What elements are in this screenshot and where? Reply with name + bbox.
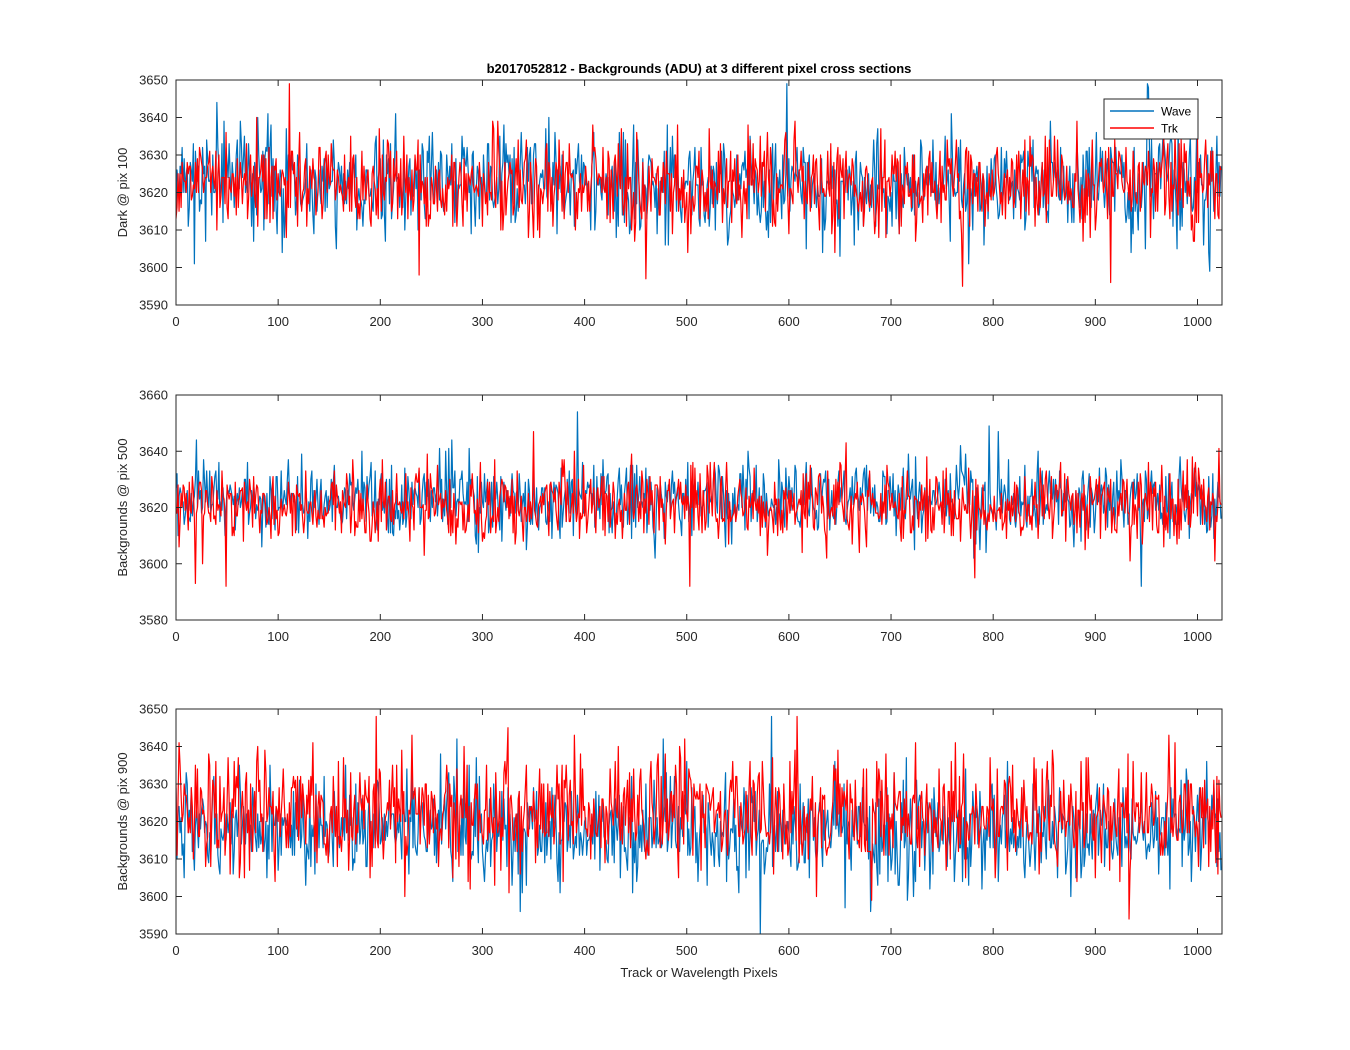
x-tick-label: 1000: [1183, 314, 1212, 329]
x-tick-label: 300: [472, 629, 494, 644]
y-tick-label: 3600: [139, 260, 168, 275]
series-line-trk: [176, 83, 1222, 287]
y-tick-label: 3610: [139, 223, 168, 238]
y-tick-label: 3630: [139, 777, 168, 792]
x-tick-label: 1000: [1183, 943, 1212, 958]
x-tick-label: 800: [982, 629, 1004, 644]
subplot-2: 0 100 200 300 400 500 600 700 800 900 1000 3580 3600…: [115, 388, 1223, 644]
y-tick-label: 3600: [139, 889, 168, 904]
x-tick-label: 900: [1084, 629, 1106, 644]
y-tick-label: 3640: [139, 444, 168, 459]
x-tick-label: 0: [172, 943, 179, 958]
x-tick-label: 0: [172, 314, 179, 329]
y-tick-label: 3650: [139, 702, 168, 717]
y-tick-label: 3660: [139, 388, 168, 403]
legend-label-wave: Wave: [1161, 105, 1192, 119]
x-tick-label: 500: [676, 629, 698, 644]
x-tick-label: 700: [880, 943, 902, 958]
figure-title: b2017052812 - Backgrounds (ADU) at 3 dif…: [487, 61, 912, 76]
x-tick-label: 100: [267, 629, 289, 644]
y-tick-label: 3580: [139, 613, 168, 628]
x-tick-label: 600: [778, 943, 800, 958]
x-tick-label: 500: [676, 943, 698, 958]
x-tick-label: 600: [778, 314, 800, 329]
y-tick-label: 3630: [139, 148, 168, 163]
x-tick-label: 200: [369, 314, 391, 329]
series-line-trk: [176, 430, 1222, 587]
x-tick-label: 400: [574, 314, 596, 329]
x-tick-label: 700: [880, 629, 902, 644]
series-line-wave: [176, 411, 1222, 587]
legend-box: [1103, 98, 1199, 140]
subplot-3: 0 100 200 300 400 500 600 700 800 900 1000 3590 3600…: [115, 702, 1223, 958]
y-tick-label: 3590: [139, 927, 168, 942]
y-tick-label: 3610: [139, 852, 168, 867]
x-tick-label: 800: [982, 943, 1004, 958]
x-tick-label: 600: [778, 629, 800, 644]
x-tick-label: 400: [574, 629, 596, 644]
x-tick-label: 200: [369, 629, 391, 644]
series-line-trk: [176, 715, 1222, 920]
y-axis-label: Backgrounds @ pix 500: [115, 438, 130, 576]
y-axis-label: Backgrounds @ pix 900: [115, 752, 130, 890]
y-tick-label: 3640: [139, 739, 168, 754]
legend: Wave Trk: [1103, 98, 1199, 140]
x-tick-label: 1000: [1183, 629, 1212, 644]
y-tick-label: 3620: [139, 814, 168, 829]
x-tick-label: 900: [1084, 943, 1106, 958]
y-tick-label: 3620: [139, 500, 168, 515]
x-tick-label: 100: [267, 943, 289, 958]
y-axis-label: Dark @ pix 100: [115, 148, 130, 238]
x-tick-label: 700: [880, 314, 902, 329]
x-tick-label: 400: [574, 943, 596, 958]
legend-label-trk: Trk: [1161, 122, 1179, 136]
series-group: [176, 411, 1222, 587]
x-tick-label: 200: [369, 943, 391, 958]
series-group: [176, 715, 1222, 934]
y-tick-label: 3640: [139, 110, 168, 125]
y-tick-label: 3620: [139, 185, 168, 200]
x-tick-label: 500: [676, 314, 698, 329]
y-tick-label: 3650: [139, 73, 168, 88]
x-axis-label: Track or Wavelength Pixels: [620, 965, 778, 980]
x-tick-label: 300: [472, 943, 494, 958]
y-tick-label: 3600: [139, 556, 168, 571]
subplots: 0 100 200 300 400 500 600 700 800 900 100035903600…: [115, 73, 1223, 958]
x-tick-label: 800: [982, 314, 1004, 329]
x-tick-label: 100: [267, 314, 289, 329]
subplot-1: 0 100 200 300 400 500 600 700 800 900 1000 3590 3600…: [115, 73, 1223, 329]
x-tick-label: 0: [172, 629, 179, 644]
y-tick-label: 3590: [139, 298, 168, 313]
x-tick-label: 300: [472, 314, 494, 329]
plot-area: [176, 80, 1222, 305]
x-tick-label: 900: [1084, 314, 1106, 329]
series-group: [176, 83, 1222, 287]
